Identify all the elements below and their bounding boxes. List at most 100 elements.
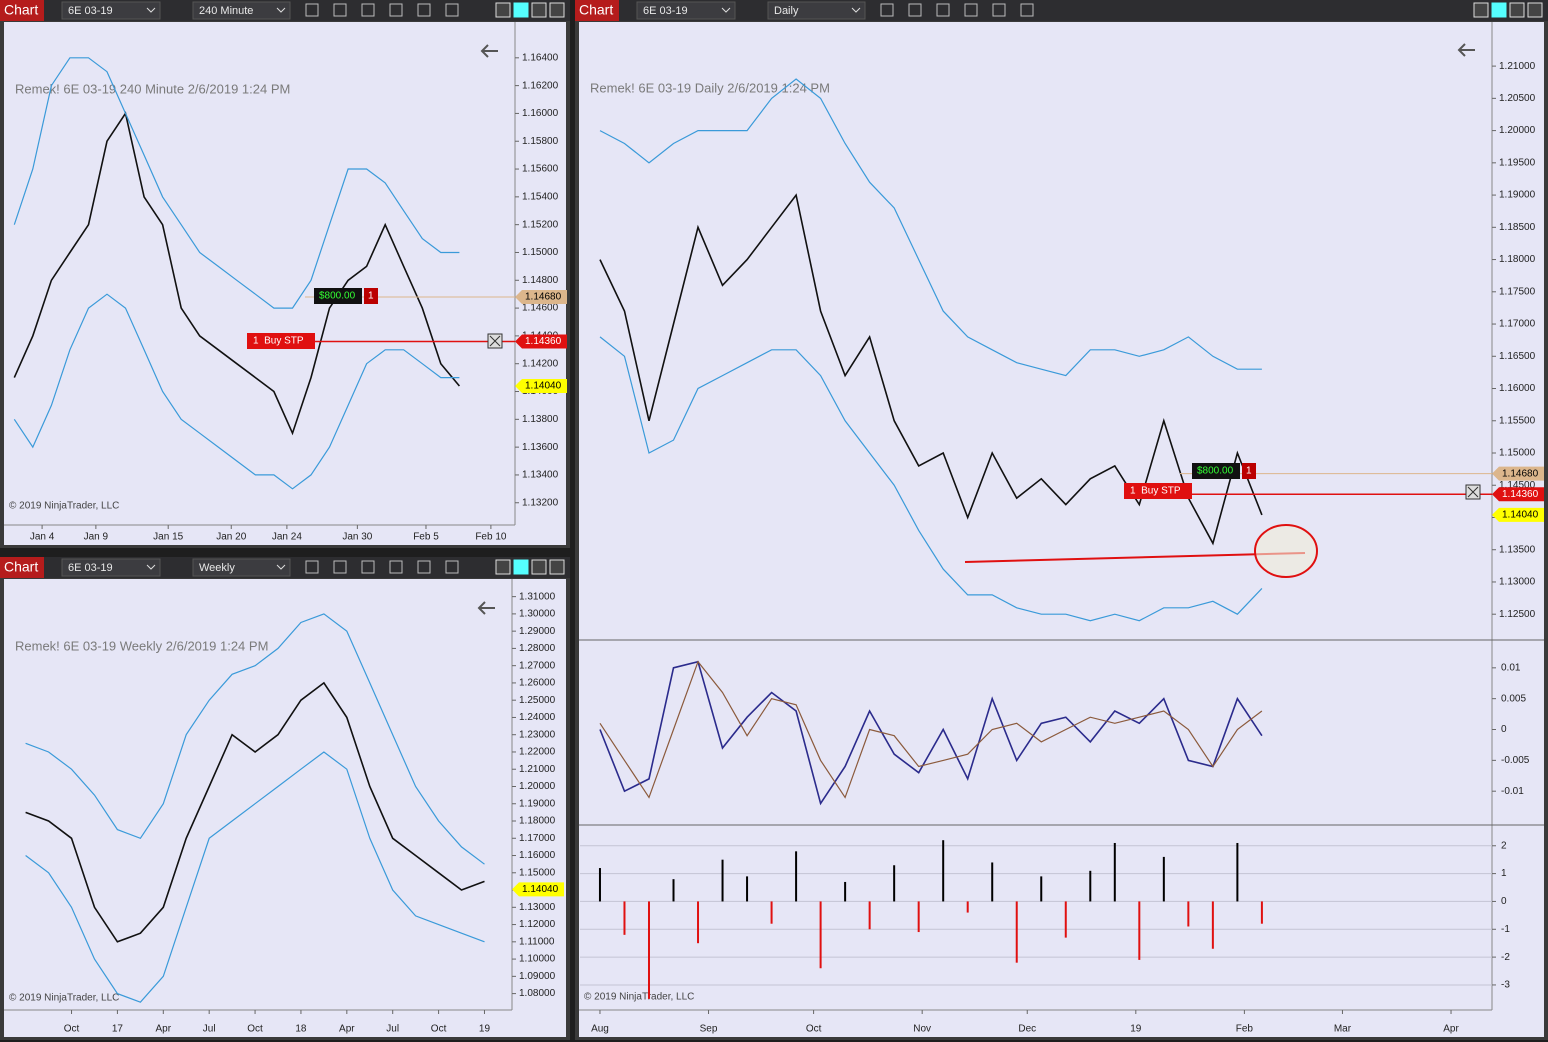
interval-label[interactable]: Weekly <box>199 562 235 574</box>
window-button[interactable] <box>513 2 529 18</box>
instrument-dropdown[interactable] <box>61 1 161 20</box>
stop-order-box[interactable] <box>1124 483 1192 499</box>
stop-order-label[interactable]: 1 Buy STP <box>253 336 304 347</box>
y-tick-label: 1.16000 <box>1499 383 1536 394</box>
window-button[interactable] <box>1509 2 1525 18</box>
back-arrow[interactable] <box>1457 43 1475 57</box>
window-button[interactable] <box>531 2 547 18</box>
histogram-bar <box>819 901 822 969</box>
x-tick-label: Apr <box>156 1024 172 1035</box>
y-tick-label: 1.15400 <box>522 191 559 202</box>
price-tag <box>512 882 564 897</box>
stop-order-box[interactable] <box>247 333 315 349</box>
indicator-line <box>599 336 1263 622</box>
toolbar-icon[interactable] <box>445 3 459 17</box>
y-tick-label: 1.16000 <box>522 108 559 119</box>
y-tick-label: 2 <box>1501 840 1507 851</box>
instrument-label[interactable]: 6E 03-19 <box>643 5 688 17</box>
back-arrow[interactable] <box>477 601 495 615</box>
toolbar-icon[interactable] <box>389 3 403 17</box>
histogram-bar <box>893 865 896 902</box>
y-tick-label: 1.11000 <box>519 936 555 947</box>
toolbar-icon[interactable] <box>936 3 950 17</box>
indicator-line <box>599 660 1263 806</box>
interval-dropdown[interactable] <box>192 1 291 20</box>
histogram-bar <box>1040 876 1043 902</box>
chart-window: Chart 6E 03-19 Weekly Remek! 6E 03-19 Weekl… <box>0 557 570 1040</box>
window-button[interactable] <box>495 2 511 18</box>
window-button[interactable] <box>495 559 511 575</box>
y-tick-label: 1.14500 <box>1499 480 1536 491</box>
y-tick-label: 1.12500 <box>1499 609 1536 620</box>
price-tag-label: 1.14040 <box>522 884 559 895</box>
y-tick-label: 1.28000 <box>519 643 556 654</box>
interval-label[interactable]: Daily <box>774 5 799 17</box>
instrument-label[interactable]: 6E 03-19 <box>68 562 113 574</box>
instrument-label[interactable]: 6E 03-19 <box>68 5 113 17</box>
y-tick-label: 1.21000 <box>519 764 556 775</box>
toolbar-icon[interactable] <box>361 560 375 574</box>
chart-logo-bg <box>0 557 44 578</box>
qty-box[interactable] <box>1242 463 1256 479</box>
toolbar-icon[interactable] <box>333 3 347 17</box>
interval-dropdown[interactable] <box>767 1 866 20</box>
interval-dropdown[interactable] <box>192 558 291 577</box>
interval-label[interactable]: 240 Minute <box>199 5 253 17</box>
price-line <box>13 111 461 436</box>
histogram-bar <box>697 901 700 944</box>
y-tick-label: 1.15200 <box>522 219 559 230</box>
window-button[interactable] <box>1473 2 1489 18</box>
toolbar-icon[interactable] <box>880 3 894 17</box>
dropdown-arrow <box>276 7 286 13</box>
toolbar-icon[interactable] <box>305 3 319 17</box>
x-tick-label: Jan 20 <box>216 532 246 543</box>
toolbar-icon[interactable] <box>417 3 431 17</box>
copyright: © 2019 NinjaTrader, LLC <box>9 993 119 1004</box>
stop-order-label[interactable]: 1 Buy STP <box>1130 486 1181 497</box>
x-tick-label: Oct <box>64 1024 80 1035</box>
toolbar-icon[interactable] <box>389 560 403 574</box>
y-tick-label: 1.22000 <box>519 747 556 758</box>
window-button[interactable] <box>531 559 547 575</box>
window-button[interactable] <box>1491 2 1507 18</box>
x-tick-label: Jan 30 <box>342 532 372 543</box>
qty-label[interactable]: 1 <box>1246 466 1252 477</box>
back-arrow[interactable] <box>480 44 498 58</box>
window-button[interactable] <box>1527 2 1543 18</box>
y-tick-label: 1.19500 <box>1499 157 1536 168</box>
price-tag-label: 1.14040 <box>525 381 562 392</box>
y-tick-label: 1.13800 <box>522 414 559 425</box>
window-button[interactable] <box>549 559 565 575</box>
qty-label[interactable]: 1 <box>368 291 374 302</box>
toolbar-icon[interactable] <box>305 560 319 574</box>
chart-title: Remek! 6E 03-19 Daily 2/6/2019 1:24 PM <box>590 80 830 95</box>
window-button[interactable] <box>549 2 565 18</box>
price-tag-label: 1.14360 <box>1502 489 1539 500</box>
toolbar-icon[interactable] <box>361 3 375 17</box>
indicator-line <box>599 78 1262 377</box>
toolbar-icon[interactable] <box>964 3 978 17</box>
toolbar-icon[interactable] <box>908 3 922 17</box>
histogram-bar <box>770 901 773 924</box>
instrument-dropdown[interactable] <box>61 558 161 577</box>
qty-box[interactable] <box>364 288 378 304</box>
toolbar-icon[interactable] <box>1020 3 1034 17</box>
x-tick-label: Oct <box>247 1024 263 1035</box>
price-tag <box>515 334 567 349</box>
y-tick-label: 1.27000 <box>519 660 556 671</box>
toolbar-icon[interactable] <box>445 560 459 574</box>
y-tick-label: 1.15800 <box>522 136 559 147</box>
toolbar-icon[interactable] <box>333 560 347 574</box>
toolbar-icon[interactable] <box>417 560 431 574</box>
y-tick-label: 1.20000 <box>519 781 556 792</box>
chart-logo: Chart <box>4 559 38 575</box>
x-tick-label: Feb 5 <box>413 532 439 543</box>
toolbar: Chart 6E 03-19 Daily <box>575 0 1548 21</box>
toolbar-icon[interactable] <box>992 3 1006 17</box>
window-button[interactable] <box>513 559 529 575</box>
y-tick-label: 1.20000 <box>1499 125 1536 136</box>
y-tick-label: 1.29000 <box>519 626 556 637</box>
pnl-label: $800.00 <box>319 291 356 302</box>
chart-window: Chart 6E 03-19 Daily Remek! 6E 03-19 Daily … <box>575 0 1548 1040</box>
instrument-dropdown[interactable] <box>636 1 736 20</box>
